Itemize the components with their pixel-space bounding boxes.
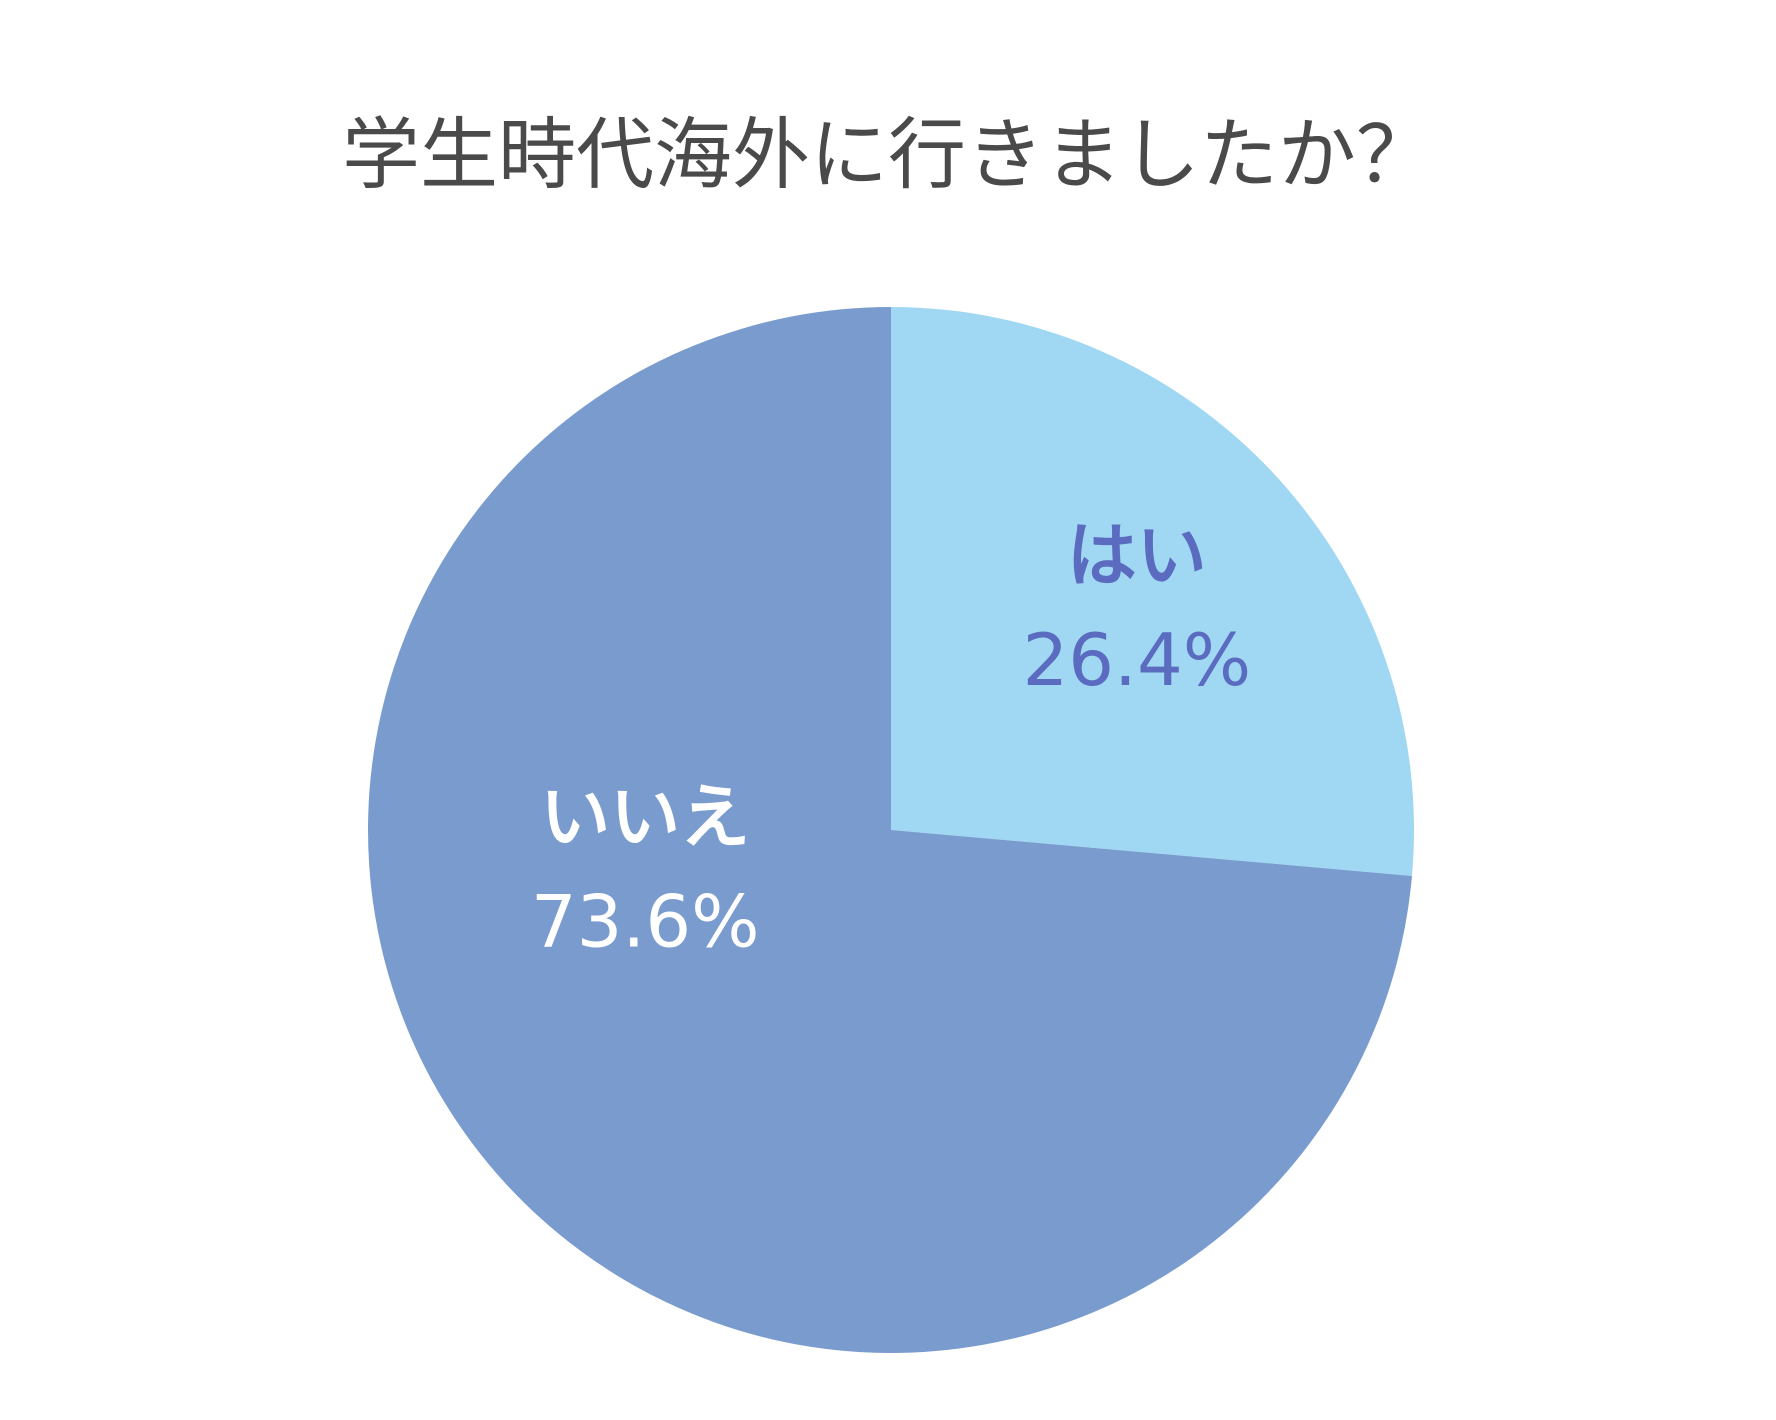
pie-slice [368,307,1412,1354]
slice-label: いいえ [540,776,750,858]
chart-title: 学生時代海外に行きましたか？ [342,110,1434,200]
value-label: 26.4% [1022,618,1251,702]
value-label: 73.6% [531,879,760,963]
slice-label: はい [1067,514,1207,596]
pie-slice [891,307,1414,876]
